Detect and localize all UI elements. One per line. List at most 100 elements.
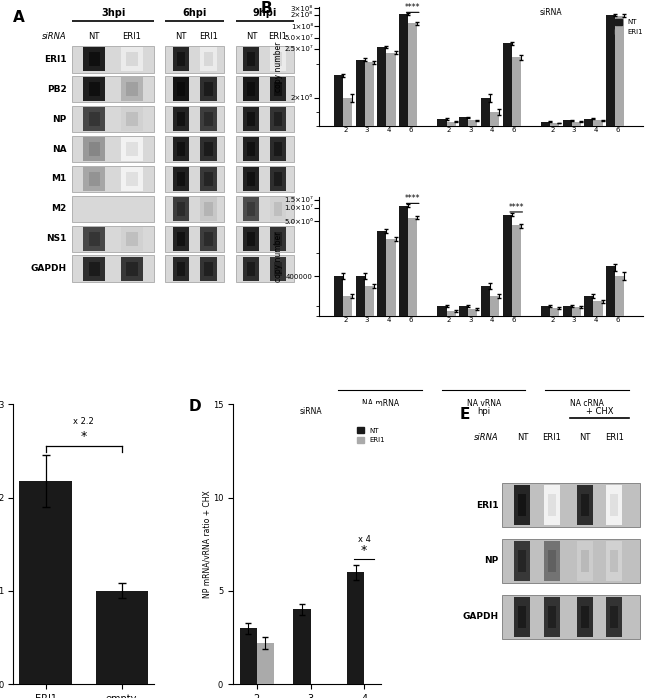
- Text: NT: NT: [246, 31, 257, 40]
- Text: NA: NA: [52, 144, 66, 154]
- Legend: NT, ERI1: NT, ERI1: [615, 19, 644, 35]
- Bar: [165, 255, 224, 283]
- Bar: [244, 167, 259, 191]
- Bar: [165, 105, 224, 133]
- Bar: [244, 137, 259, 161]
- Text: GAPDH: GAPDH: [462, 612, 499, 621]
- Bar: [88, 52, 100, 66]
- Bar: [606, 266, 615, 316]
- Text: NP vRNA: NP vRNA: [467, 214, 500, 223]
- Text: ERI1: ERI1: [604, 433, 623, 443]
- Bar: [615, 15, 624, 126]
- Text: M1: M1: [51, 174, 66, 184]
- Bar: [459, 306, 468, 316]
- Bar: [615, 276, 624, 316]
- Y-axis label: copy number: copy number: [274, 41, 283, 91]
- Bar: [121, 227, 143, 251]
- Bar: [165, 45, 224, 73]
- Bar: [88, 172, 100, 186]
- Bar: [606, 541, 622, 581]
- Bar: [177, 112, 185, 126]
- Bar: [437, 306, 447, 316]
- Bar: [177, 172, 185, 186]
- Bar: [83, 107, 105, 131]
- Text: x 4: x 4: [358, 535, 370, 544]
- Bar: [20, 481, 72, 684]
- Bar: [126, 82, 138, 96]
- Text: A: A: [13, 10, 25, 25]
- Bar: [399, 206, 408, 316]
- Bar: [270, 197, 286, 221]
- Bar: [177, 262, 185, 276]
- Bar: [270, 257, 286, 281]
- Text: NP: NP: [484, 556, 499, 565]
- Bar: [126, 112, 138, 126]
- Bar: [173, 227, 189, 251]
- Bar: [365, 62, 374, 126]
- Bar: [240, 628, 257, 684]
- Bar: [200, 77, 216, 101]
- Bar: [408, 23, 417, 126]
- Bar: [544, 597, 560, 637]
- Bar: [408, 218, 417, 316]
- Text: NA cRNA: NA cRNA: [570, 399, 604, 408]
- Bar: [490, 296, 499, 316]
- Bar: [72, 45, 154, 73]
- Text: siRNA: siRNA: [300, 407, 322, 416]
- Bar: [121, 77, 143, 101]
- Bar: [244, 107, 259, 131]
- Bar: [343, 98, 352, 126]
- Bar: [248, 142, 255, 156]
- Text: ****: ****: [405, 194, 421, 203]
- Text: NT: NT: [579, 433, 590, 443]
- Bar: [200, 167, 216, 191]
- Bar: [83, 167, 105, 191]
- Text: ****: ****: [405, 3, 421, 12]
- Legend: NT, ERI1: NT, ERI1: [357, 427, 385, 443]
- Bar: [72, 255, 154, 283]
- Text: hpi: hpi: [477, 221, 490, 230]
- Bar: [88, 232, 100, 246]
- Bar: [572, 307, 581, 316]
- Bar: [173, 197, 189, 221]
- Bar: [593, 120, 603, 126]
- Text: siRNA: siRNA: [42, 31, 66, 40]
- Bar: [610, 550, 618, 572]
- Bar: [548, 494, 556, 517]
- Bar: [593, 301, 603, 316]
- Text: ERI1: ERI1: [542, 433, 561, 443]
- Bar: [514, 597, 530, 637]
- Bar: [606, 15, 615, 126]
- Bar: [502, 539, 640, 584]
- Bar: [459, 117, 468, 126]
- Bar: [72, 75, 154, 103]
- Bar: [550, 123, 559, 126]
- Bar: [173, 137, 189, 161]
- Bar: [83, 227, 105, 251]
- Text: M2: M2: [51, 205, 66, 214]
- Bar: [274, 112, 282, 126]
- Bar: [356, 276, 365, 316]
- Text: NP mRNA: NP mRNA: [362, 214, 398, 223]
- Bar: [270, 167, 286, 191]
- Bar: [83, 47, 105, 71]
- Bar: [334, 75, 343, 126]
- Bar: [244, 47, 259, 71]
- Bar: [563, 120, 572, 126]
- Text: ERI1: ERI1: [268, 31, 287, 40]
- Bar: [173, 167, 189, 191]
- Text: 9hpi: 9hpi: [252, 8, 277, 17]
- Bar: [173, 107, 189, 131]
- Bar: [584, 296, 593, 316]
- Bar: [274, 232, 282, 246]
- Bar: [544, 485, 560, 525]
- Bar: [205, 142, 213, 156]
- Bar: [514, 541, 530, 581]
- Bar: [248, 112, 255, 126]
- Text: NS1: NS1: [46, 235, 66, 244]
- Bar: [200, 137, 216, 161]
- Bar: [236, 165, 294, 193]
- Bar: [72, 165, 154, 193]
- Bar: [205, 52, 213, 66]
- Bar: [244, 257, 259, 281]
